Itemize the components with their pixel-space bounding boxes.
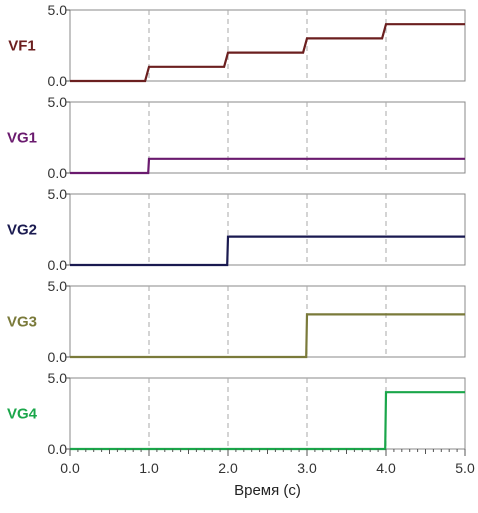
series-line — [70, 313, 465, 359]
x-tick-label: 2.0 — [218, 460, 238, 476]
panel-frame — [69, 101, 466, 174]
x-tick-label: 4.0 — [376, 460, 396, 476]
panel-frame — [69, 193, 466, 266]
series-line — [70, 157, 465, 175]
y-tick-label: 0.0 — [48, 165, 68, 181]
y-tick-label: 0.0 — [48, 349, 68, 365]
y-tick-label: 5.0 — [48, 278, 68, 294]
x-axis-title: Время (с) — [234, 482, 301, 499]
y-tick-label: 5.0 — [48, 370, 68, 386]
series-line — [70, 235, 465, 267]
series-label: VF1 — [8, 38, 36, 55]
x-tick-label: 3.0 — [297, 460, 317, 476]
series-label: VG1 — [7, 130, 37, 147]
panel-frame — [69, 9, 466, 82]
series-label: VG2 — [7, 222, 37, 239]
series-label: VG4 — [7, 406, 38, 423]
series-label: VG3 — [7, 314, 37, 331]
x-tick-label: 5.0 — [455, 460, 475, 476]
y-tick-label: 5.0 — [48, 186, 68, 202]
x-tick-label: 0.0 — [60, 460, 80, 476]
y-tick-label: 0.0 — [48, 73, 68, 89]
series-line — [70, 23, 465, 83]
panel-frame — [69, 285, 466, 358]
y-tick-label: 0.0 — [48, 441, 68, 457]
panel-frame — [69, 377, 466, 450]
y-tick-label: 0.0 — [48, 257, 68, 273]
y-tick-label: 5.0 — [48, 2, 68, 18]
y-tick-label: 5.0 — [48, 94, 68, 110]
x-tick-label: 1.0 — [139, 460, 159, 476]
